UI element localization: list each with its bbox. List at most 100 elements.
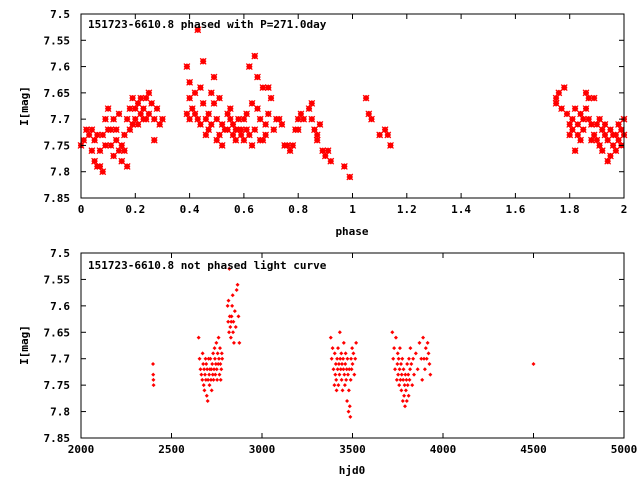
unphased-data-point	[428, 372, 433, 377]
phased-data-point	[262, 131, 270, 139]
phased-data-point	[159, 115, 166, 123]
phased-data-point	[156, 120, 164, 128]
unphased-data-point	[212, 367, 217, 372]
unphased-data-point	[395, 351, 400, 356]
phased-data-point	[313, 136, 321, 144]
phased-x-tick-label: 0.4	[180, 203, 200, 216]
unphased-data-point	[354, 340, 359, 345]
unphased-data-point	[349, 367, 354, 372]
unphased-data-point	[417, 340, 422, 345]
unphased-data-point	[225, 303, 230, 308]
phased-data-point	[615, 120, 622, 128]
phased-data-point	[560, 84, 568, 92]
unphased-data-point	[213, 372, 218, 377]
unphased-data-point	[203, 377, 208, 382]
phased-data-point	[134, 99, 142, 107]
unphased-data-point	[207, 383, 212, 388]
phased-data-point	[129, 94, 137, 102]
unphased-data-point	[338, 356, 343, 361]
unphased-data-point	[227, 266, 232, 271]
unphased-data-point	[396, 356, 401, 361]
phased-data-point	[585, 115, 593, 123]
phased-x-tick-label: 0.6	[234, 203, 254, 216]
phased-data-point	[218, 142, 226, 149]
phased-data-point	[587, 120, 595, 128]
unphased-data-point	[330, 346, 335, 351]
phased-data-point	[197, 84, 204, 92]
phased-data-point	[121, 147, 128, 155]
phased-data-point	[126, 105, 134, 113]
phased-data-point	[148, 99, 156, 107]
phased-data-point	[607, 126, 614, 134]
phased-data-point	[248, 99, 256, 107]
unphased-data-point	[407, 377, 412, 382]
unphased-data-point	[205, 367, 210, 372]
phased-data-point	[264, 110, 272, 118]
phased-data-point	[596, 115, 603, 123]
unphased-data-point	[212, 346, 217, 351]
unphased-data-point	[348, 414, 353, 419]
phased-data-point	[88, 147, 96, 155]
phased-data-point	[259, 136, 267, 144]
phased-data-point	[604, 136, 612, 144]
unphased-data-point	[336, 383, 341, 388]
phased-data-point	[568, 126, 576, 134]
unphased-chart-title: 151723-6610.8 not phased light curve	[88, 259, 327, 272]
unphased-data-point	[328, 335, 333, 340]
unphased-data-point	[421, 356, 426, 361]
unphased-data-point	[345, 372, 350, 377]
phased-data-point	[256, 115, 264, 123]
unphased-y-ticks: 7.5 7.55 7.6 7.65 7.7 7.75 7.8 7.85	[44, 247, 624, 445]
phased-data-point	[235, 115, 242, 123]
phased-y-tick-label: 7.7	[50, 113, 70, 126]
phased-data-point	[112, 126, 120, 134]
phased-y-tick-label: 7.75	[44, 139, 71, 152]
phased-data-point	[577, 136, 584, 144]
unphased-data-point	[228, 335, 233, 340]
phased-data-point	[264, 84, 272, 92]
phased-data-point	[340, 163, 348, 170]
phased-data-point	[145, 89, 153, 97]
unphased-data-point	[215, 351, 220, 356]
unphased-data-point	[343, 362, 348, 366]
unphased-data-point	[399, 388, 404, 393]
unphased-y-tick-label: 7.65	[44, 326, 71, 339]
unphased-x-axis-label: hjd0	[339, 464, 366, 477]
phased-data-point	[254, 73, 261, 81]
unphased-data-point	[391, 356, 396, 361]
phased-data-point	[150, 136, 158, 144]
unphased-data-point	[208, 377, 213, 382]
phased-data-point	[612, 147, 620, 155]
unphased-data-point	[335, 367, 340, 372]
phased-data-point	[384, 131, 392, 139]
unphased-data-point	[401, 367, 406, 372]
unphased-data-point	[425, 340, 430, 345]
phased-data-point	[99, 168, 107, 176]
unphased-data-point	[331, 367, 336, 372]
unphased-data-point	[406, 356, 411, 361]
phased-y-ticks: 7.5 7.55 7.6 7.65 7.7 7.75 7.8 7.85	[44, 8, 624, 205]
unphased-data-point	[203, 356, 208, 361]
phased-data-point	[579, 126, 587, 134]
phased-data-point	[262, 120, 270, 128]
unphased-data-point	[406, 372, 411, 377]
unphased-data-point	[394, 377, 399, 382]
unphased-data-point	[232, 309, 237, 314]
unphased-data-point	[200, 351, 205, 356]
phased-x-tick-label: 1	[349, 203, 356, 216]
phased-data-point	[183, 110, 191, 118]
unphased-data-point	[404, 377, 409, 382]
phased-data-point	[131, 105, 139, 113]
unphased-x-tick-label: 3000	[249, 443, 276, 456]
phased-data-point	[237, 131, 245, 139]
unphased-data-point	[397, 383, 402, 388]
unphased-data-point	[201, 383, 206, 388]
unphased-data-point	[410, 383, 415, 388]
phased-data-point	[555, 89, 563, 97]
unphased-data-point	[393, 367, 398, 372]
phased-data-point	[88, 126, 96, 134]
phased-data-point	[104, 105, 112, 113]
phased-data-point	[210, 99, 218, 107]
unphased-data-point	[333, 372, 338, 377]
